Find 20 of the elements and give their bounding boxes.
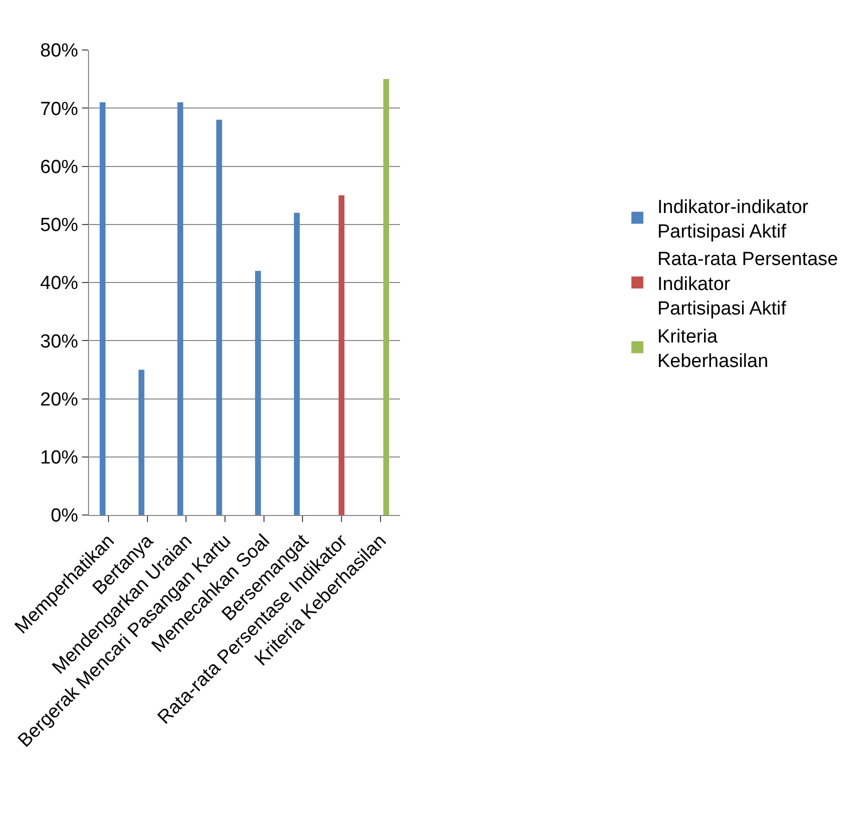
y-tick-label: 60% <box>40 156 78 178</box>
bar <box>338 195 344 515</box>
y-tick-label: 20% <box>40 389 78 410</box>
y-tick-label: 50% <box>40 215 78 236</box>
y-tick-label: 80% <box>40 40 78 62</box>
y-tick-label: 10% <box>40 448 78 469</box>
legend-label: Kriteria Keberhasilan <box>657 326 768 372</box>
bar <box>177 102 184 515</box>
bar <box>216 120 222 515</box>
legend-label: Rata-rata Persentase Indikator Partisipasi Aktif <box>657 249 838 320</box>
y-tick-label: 70% <box>40 98 78 120</box>
bar <box>383 79 390 515</box>
y-tick-label: 30% <box>40 331 78 352</box>
bar <box>294 212 300 515</box>
bar <box>100 102 106 515</box>
legend-label: Indikator-indikator Partisipasi Aktif <box>657 196 810 242</box>
y-tick-label: 0% <box>50 506 78 527</box>
bar <box>255 270 261 515</box>
y-tick-label: 40% <box>40 273 78 294</box>
bar <box>138 370 144 515</box>
